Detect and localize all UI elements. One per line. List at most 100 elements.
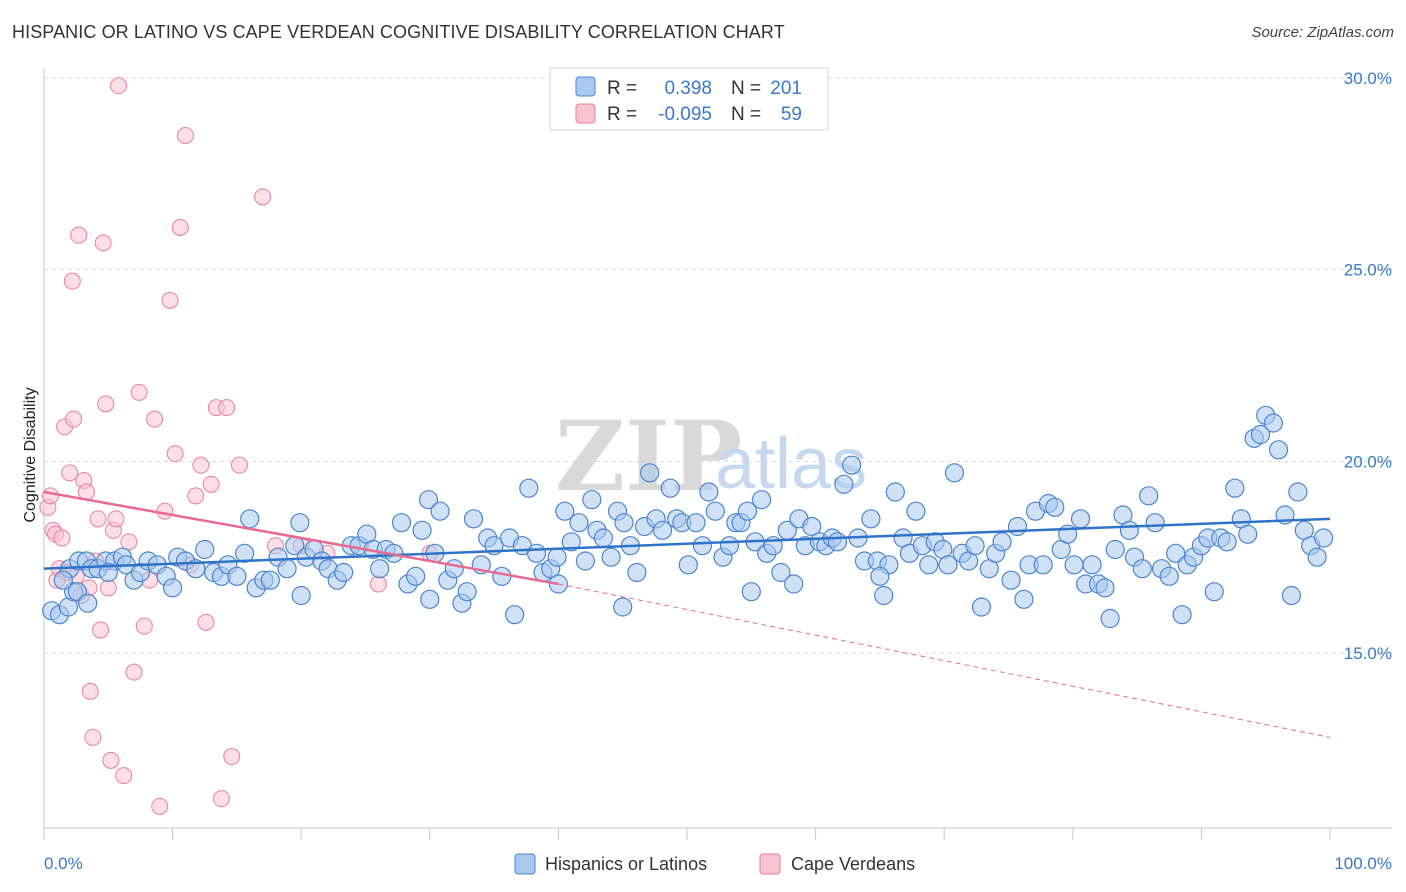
hispanic-point (430, 501, 450, 521)
hispanic-point (1204, 582, 1224, 602)
stats-legend: R = 0.398 N = 201 R = -0.095 N = 59 (549, 67, 829, 131)
y-tick-labels: 15.0% 20.0% 25.0% 30.0% (1344, 69, 1392, 663)
hispanic-point (1139, 486, 1159, 506)
cape-verdean-point (125, 663, 143, 681)
hispanic-point (784, 574, 804, 594)
y-tick-label: 30.0% (1344, 69, 1392, 88)
hispanic-point (906, 501, 926, 521)
hispanic-point (705, 501, 725, 521)
legend-r-label-1: R = (607, 78, 637, 99)
hispanic-point (78, 593, 98, 613)
hispanic-point (944, 463, 965, 483)
hispanic-point (53, 570, 73, 590)
cape-verdean-point (197, 613, 215, 631)
hispanic-point (1095, 578, 1115, 598)
cape-verdean-point (53, 529, 71, 547)
x-tick-label-max: 100.0% (1334, 854, 1392, 873)
legend-n-value-2: 59 (781, 104, 802, 125)
hispanic-point (291, 585, 311, 606)
hispanic-point (1238, 524, 1258, 544)
y-axis-label: Cognitive Disability (22, 387, 39, 522)
hispanic-point (370, 559, 390, 579)
cape-verdean-trend-line (43, 490, 559, 586)
hispanic-point (1263, 413, 1284, 433)
legend-r-value-1: 0.398 (664, 78, 712, 99)
hispanic-point (870, 566, 890, 586)
hispanic-point (1014, 589, 1034, 609)
cape-verdean-point (223, 748, 241, 765)
hispanic-point (627, 562, 647, 583)
hispanic-point (1172, 605, 1192, 625)
cape-verdean-point (92, 621, 110, 639)
cape-verdean-point (212, 790, 230, 808)
hispanic-point (802, 516, 822, 537)
cape-verdean-point (146, 410, 164, 428)
hispanic-point (938, 555, 958, 575)
cape-verdean-point (176, 127, 194, 144)
hispanic-point (601, 547, 621, 567)
hispanic-point (569, 513, 589, 533)
hispanic-point (834, 474, 854, 494)
hispanic-point (1307, 547, 1327, 567)
cape-verdean-point (102, 751, 120, 769)
hispanic-point (842, 455, 862, 475)
hispanic-point (547, 547, 567, 567)
cape-verdean-point (120, 533, 138, 551)
cape-verdean-point (369, 575, 387, 593)
bottom-legend-hispanic-label: Hispanics or Latinos (545, 854, 707, 874)
bottom-legend-blue-swatch (514, 853, 536, 875)
x-tick-label-min: 0.0% (44, 854, 83, 873)
hispanic-point (260, 570, 280, 590)
hispanic-point (1033, 555, 1053, 575)
bottom-legend-pink-swatch (759, 853, 781, 875)
hispanic-point (885, 482, 905, 502)
cape-verdean-point (81, 682, 99, 700)
hispanic-point (420, 589, 440, 609)
hispanic-point (1159, 566, 1179, 586)
hispanic-point (1268, 440, 1289, 460)
hispanic-point (582, 490, 602, 510)
hispanic-point (613, 597, 633, 617)
hispanic-point (412, 520, 432, 540)
hispanic-point (418, 490, 439, 510)
hispanic-point (971, 597, 992, 617)
hispanic-point (406, 566, 426, 586)
hispanic-point (98, 562, 118, 583)
cape-verdean-points (39, 77, 439, 815)
hispanic-point (741, 582, 761, 602)
cape-verdean-point (161, 291, 179, 309)
hispanic-point (652, 520, 673, 540)
cape-verdean-point (110, 77, 128, 95)
hispanic-point (195, 539, 215, 560)
hispanic-trend-line (43, 517, 1331, 570)
hispanic-point (1281, 585, 1302, 606)
cape-verdean-point (187, 487, 205, 505)
cape-verdean-point (130, 383, 148, 401)
hispanic-point (965, 536, 985, 556)
hispanic-point (737, 501, 758, 521)
hispanic-point (1250, 424, 1271, 445)
cape-verdean-trend-extension (558, 583, 1331, 738)
hispanic-point (463, 509, 484, 529)
hispanic-point (699, 482, 719, 502)
hispanic-point (1119, 520, 1139, 540)
hispanic-point (391, 513, 412, 533)
cape-verdean-point (97, 395, 115, 413)
legend-r-label-2: R = (607, 104, 637, 125)
hispanic-point (992, 532, 1012, 552)
legend-n-label-2: N = (731, 104, 761, 125)
legend-r-value-2: -0.095 (658, 104, 712, 125)
cape-verdean-point (192, 456, 210, 474)
cape-verdean-point (166, 445, 184, 463)
cape-verdean-point (65, 410, 83, 428)
hispanic-point (771, 562, 791, 583)
hispanic-point (1082, 555, 1102, 575)
hispanic-point (640, 463, 660, 483)
hispanic-point (277, 559, 297, 579)
hispanic-point (240, 509, 260, 529)
hispanic-point (1001, 570, 1021, 590)
cape-verdean-point (107, 510, 125, 528)
hispanic-point (1288, 482, 1308, 502)
x-ticks (43, 828, 1331, 840)
